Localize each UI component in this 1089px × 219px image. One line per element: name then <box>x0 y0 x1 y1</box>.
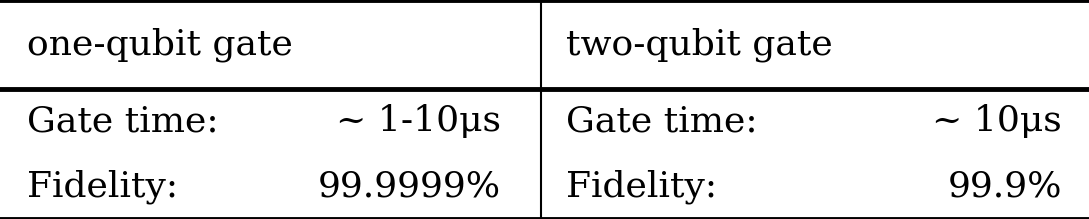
Text: one-qubit gate: one-qubit gate <box>27 27 293 62</box>
Text: 99.9999%: 99.9999% <box>318 170 501 203</box>
Text: ~ 1-10μs: ~ 1-10μs <box>335 104 501 138</box>
Text: Gate time:: Gate time: <box>27 104 219 138</box>
Text: 99.9%: 99.9% <box>947 170 1062 203</box>
Text: Gate time:: Gate time: <box>566 104 758 138</box>
Text: Fidelity:: Fidelity: <box>566 169 718 204</box>
Text: Fidelity:: Fidelity: <box>27 169 179 204</box>
Text: two-qubit gate: two-qubit gate <box>566 27 833 62</box>
Text: ~ 10μs: ~ 10μs <box>932 104 1062 138</box>
